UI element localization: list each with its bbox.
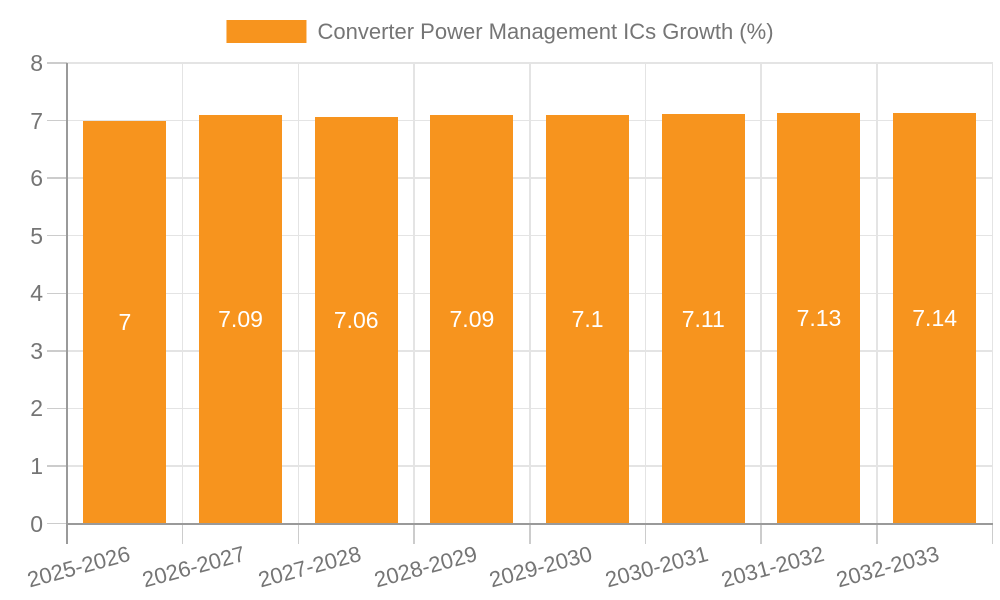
y-axis-tick: [47, 62, 67, 64]
y-axis-label: 1: [30, 452, 43, 479]
bar-value-label: 7.11: [681, 305, 725, 332]
y-axis-line: [66, 63, 68, 544]
x-axis-label: 2025-2026: [24, 541, 133, 593]
y-axis-tick: [47, 234, 67, 237]
x-axis-label: 2026-2027: [139, 541, 249, 593]
x-axis-tick: [644, 523, 647, 544]
y-axis-tick: [47, 465, 67, 467]
y-axis-tick: [47, 350, 67, 352]
gridline-vertical: [413, 63, 415, 524]
gridline-vertical: [876, 63, 878, 524]
x-axis-tick: [760, 523, 762, 544]
x-axis-tick: [991, 523, 994, 544]
x-axis-line: [67, 523, 993, 525]
x-axis-label: 2032-2033: [834, 541, 943, 593]
gridline-vertical: [760, 63, 762, 524]
y-axis-tick: [47, 522, 67, 525]
x-axis-tick: [297, 523, 300, 544]
y-axis-tick: [47, 292, 67, 294]
x-axis-tick: [181, 523, 184, 544]
bar[interactable]: 7.09: [430, 115, 514, 524]
x-axis-label: 2027-2028: [255, 541, 364, 593]
x-axis-tick: [529, 523, 531, 544]
gridline-vertical: [297, 63, 300, 524]
y-axis-label: 3: [30, 337, 43, 364]
x-axis-label: 2030-2031: [602, 541, 711, 593]
bar-value-label: 7: [118, 309, 132, 336]
gridline-vertical: [529, 63, 531, 524]
bar-value-label: 7.1: [571, 306, 604, 333]
gridline-vertical: [181, 63, 184, 524]
bar[interactable]: 7: [83, 120, 167, 524]
bar[interactable]: 7.09: [199, 115, 283, 524]
x-axis-tick: [876, 523, 878, 544]
y-axis-label: 2: [30, 395, 43, 422]
gridline-vertical: [644, 63, 647, 524]
x-axis-label: 2028-2029: [371, 541, 480, 593]
bar-value-label: 7.13: [796, 305, 842, 332]
gridline-vertical: [991, 63, 994, 524]
x-axis-tick: [413, 523, 415, 544]
y-axis-label: 5: [30, 222, 43, 249]
y-axis-tick: [47, 119, 67, 122]
y-axis-label: 8: [30, 50, 43, 76]
bar[interactable]: 7.06: [314, 117, 398, 524]
bar-value-label: 7.09: [218, 306, 263, 333]
y-axis-label: 4: [30, 280, 43, 307]
bar[interactable]: 7.11: [661, 114, 745, 524]
y-axis-label: 6: [30, 165, 43, 192]
y-axis-label: 7: [30, 107, 43, 134]
bar[interactable]: 7.1: [546, 114, 630, 524]
x-axis-label: 2031-2032: [718, 541, 827, 593]
y-axis-label: 0: [30, 510, 43, 537]
legend-label: Converter Power Management ICs Growth (%…: [317, 19, 774, 44]
bar-value-label: 7.14: [912, 304, 958, 331]
bar-value-label: 7.06: [333, 307, 379, 334]
bar[interactable]: 7.13: [777, 113, 861, 524]
bar[interactable]: 7.14: [893, 112, 977, 524]
x-axis-label: 2029-2030: [486, 541, 596, 593]
legend-swatch: [226, 20, 307, 43]
y-axis-tick: [47, 177, 67, 179]
legend-item[interactable]: Converter Power Management ICs Growth (%…: [226, 18, 774, 45]
y-axis-tick: [47, 407, 67, 410]
bar-value-label: 7.09: [449, 306, 495, 333]
